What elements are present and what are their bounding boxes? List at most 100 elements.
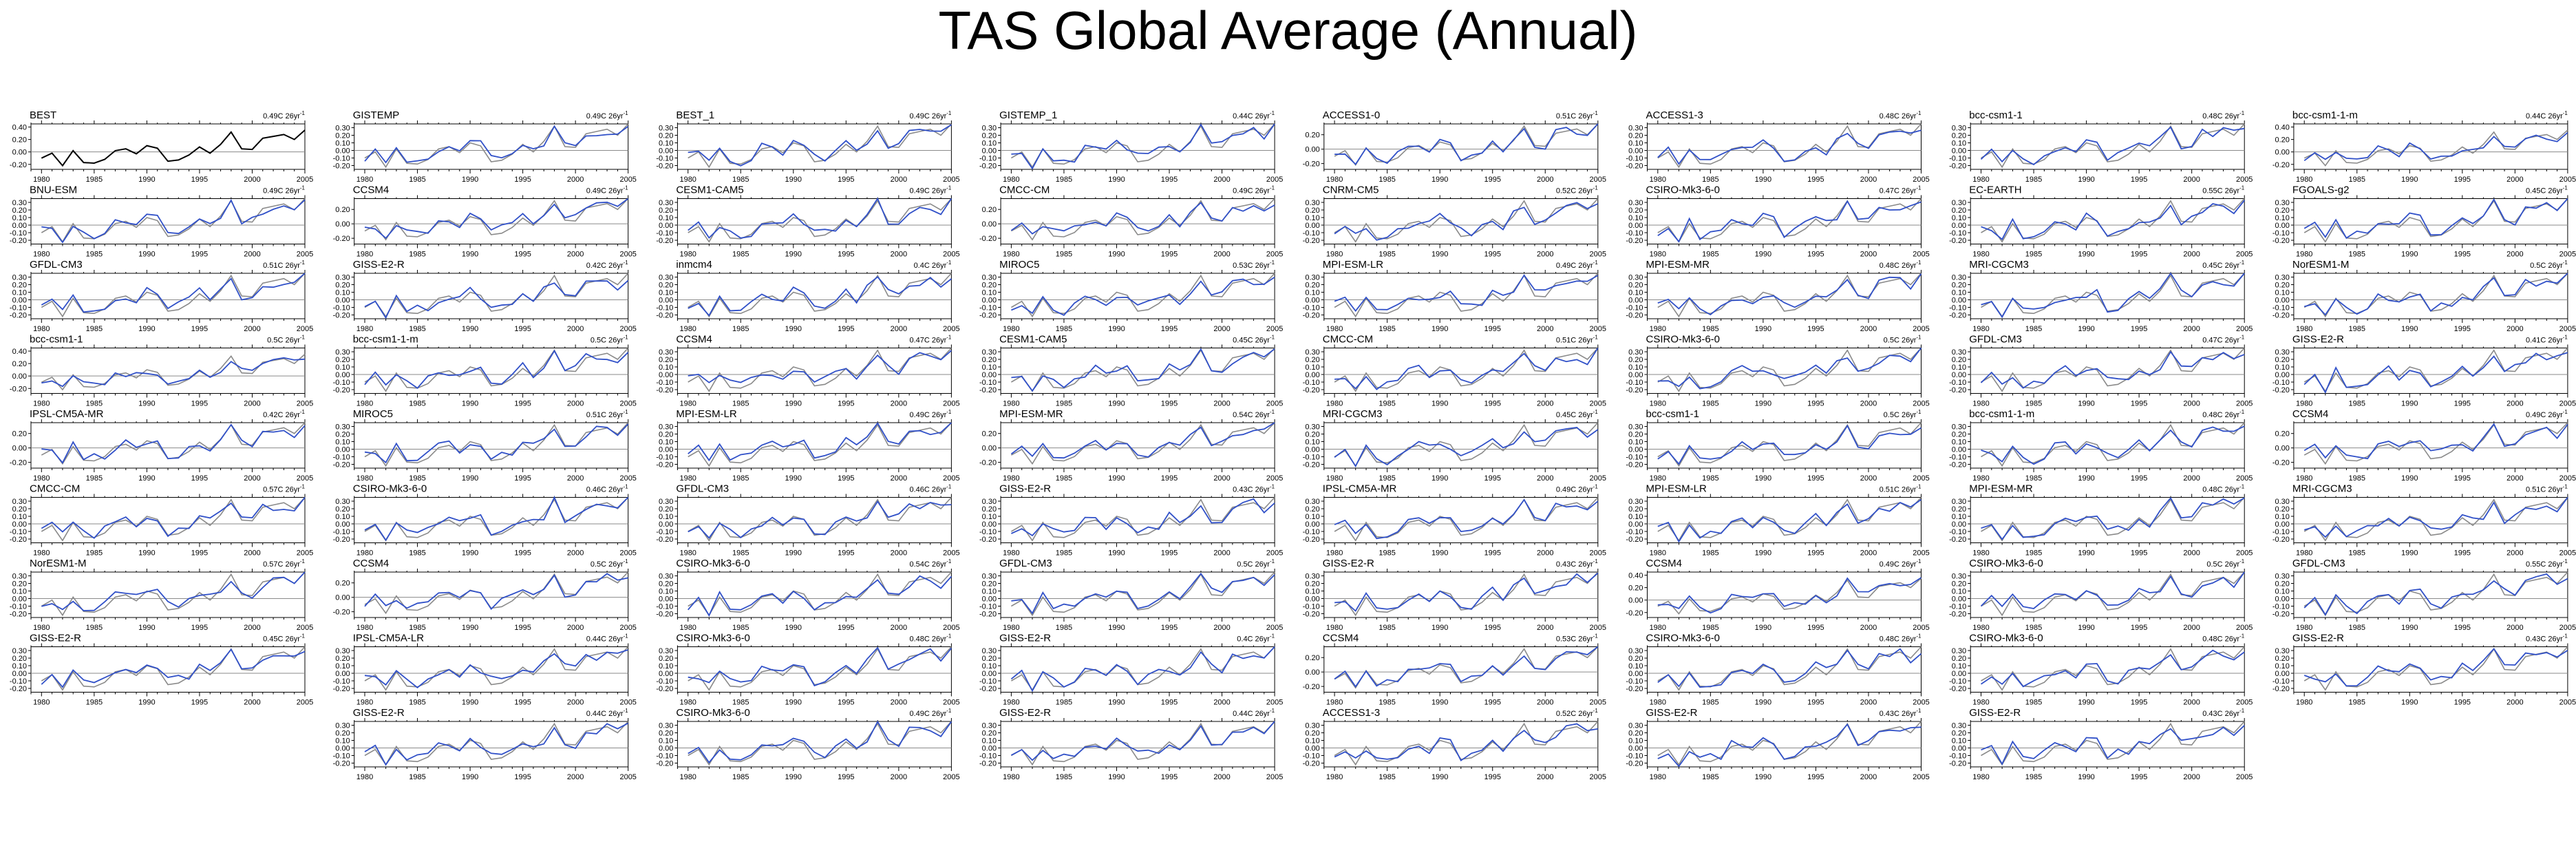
model-line [41,198,306,244]
y-tick-label: 0.30 [1628,274,1643,282]
x-tick-label: 1990 [462,400,478,408]
panel: bcc-csm1-1-m 0.44C 26yr-1 0.40 0.20 0.00 -0.2… [2272,109,2576,184]
panel: NorESM1-M 0.5C 26yr-1 0.300.200.100.00-0.1… [2272,259,2576,333]
model-line [1010,422,1275,459]
x-tick-label: 1995 [1807,251,1824,259]
x-tick-label: 1990 [2078,474,2094,483]
plot-frame [1000,198,1275,244]
y-tick-label: -0.10 [656,528,673,536]
panel-title: GISS-E2-R [999,483,1051,495]
model-line [1657,648,1922,688]
y-tick-label: -0.20 [333,386,350,394]
reference-line [41,571,306,617]
panel-title: GFDL-CM3 [676,483,729,495]
panel: CSIRO-Mk3-6-0 0.5C 26yr-1 0.300.200.100.00… [1949,558,2253,632]
x-tick-label: 2000 [1213,325,1230,333]
y-tick-label: 0.00 [12,520,27,529]
trend-superscript: -1 [300,409,306,415]
panel-title: IPSL-CM5A-MR [1323,483,1397,495]
x-tick-label: 1995 [2454,624,2471,632]
model-line [688,124,952,167]
y-tick-label: -0.20 [979,459,997,467]
y-tick-label: 0.30 [659,274,673,282]
trend-superscript: -1 [2563,335,2568,341]
panel-title: CSIRO-Mk3-6-0 [1646,184,1721,196]
x-tick-label: 1995 [191,474,208,483]
panel: GISS-E2-R 0.4C 26yr-1 0.300.200.100.00-0.1… [979,633,1283,707]
x-tick-label: 1995 [1161,699,1178,707]
y-tick-label: 0.10 [2275,363,2289,372]
y-tick-label: 0.00 [12,149,27,157]
y-tick-label: 0.20 [1305,282,1319,290]
y-tick-label: 0.30 [1952,423,1966,432]
reference-line [364,422,629,467]
reference-line [364,347,629,392]
x-tick-label: 1995 [2454,400,2471,408]
y-tick-label: 0.00 [1952,670,1966,678]
y-tick-label: 0.00 [1305,222,1319,230]
x-tick-label: 1995 [2454,549,2471,558]
y-tick-label: 0.20 [335,206,350,214]
x-tick-label: 2000 [567,176,584,184]
panel-title: IPSL-CM5A-MR [30,408,104,420]
trend-superscript: -1 [1916,558,1922,564]
y-tick-label: -0.20 [2272,161,2290,169]
x-tick-label: 1995 [2454,474,2471,483]
x-tick-label: 1990 [138,176,155,184]
y-tick-label: 0.20 [335,431,350,439]
x-tick-label: 1980 [1326,549,1343,558]
model-line [364,649,628,688]
y-tick-label: -0.10 [10,528,27,536]
y-tick-label: 0.20 [1952,431,1966,439]
trend-superscript: -1 [1916,484,1922,490]
x-tick-label: 1990 [1755,699,1771,707]
plot-frame [30,348,306,394]
x-tick-label: 1995 [1484,325,1500,333]
panel-trend: 0.54C 26yr-1 [909,558,951,569]
x-tick-label: 1995 [1484,549,1500,558]
panel-trend: 0.48C 26yr-1 [1880,110,1922,120]
y-tick-label: 0.00 [2275,371,2289,379]
y-tick-label: -0.20 [656,162,673,171]
y-tick-label: 0.00 [1628,297,1643,305]
y-tick-label: -0.20 [1303,461,1320,469]
model-line [2303,496,2568,538]
x-tick-label: 1980 [1003,474,1019,483]
y-tick-label: 0.30 [12,274,27,282]
x-tick-label: 2005 [943,176,959,184]
panel-title: CSIRO-Mk3-6-0 [1969,633,2043,644]
x-tick-label: 1985 [2349,549,2365,558]
y-tick-label: 0.20 [982,430,997,439]
model-line [364,423,629,464]
y-tick-label: 0.10 [982,363,997,372]
x-tick-label: 1980 [2296,325,2312,333]
x-tick-label: 2000 [1537,251,1553,259]
y-tick-label: -0.20 [1949,461,1966,469]
model-line [688,276,952,317]
panel-title: bcc-csm1-1-m [2292,109,2358,121]
panel-title: EC-EARTH [1969,184,2021,196]
y-tick-label: -0.10 [2272,677,2290,686]
y-tick-label: -0.20 [1626,685,1643,693]
x-tick-label: 1995 [191,400,208,408]
y-tick-label: -0.20 [2272,459,2290,467]
plot-frame [1647,123,1922,170]
plot-frame [1970,497,2245,543]
x-tick-label: 1985 [1379,325,1395,333]
panel-title: NorESM1-M [2292,259,2350,271]
x-tick-label: 1990 [138,325,155,333]
x-tick-label: 2000 [1537,699,1553,707]
x-tick-label: 2000 [244,549,260,558]
y-tick-label: 0.00 [1305,520,1319,529]
x-tick-label: 1995 [1161,400,1178,408]
y-tick-label: -0.20 [1626,536,1643,544]
x-tick-label: 1995 [838,699,854,707]
trend-superscript: -1 [2563,484,2568,490]
x-tick-label: 2000 [2506,176,2523,184]
x-tick-label: 2005 [2559,400,2576,408]
y-tick-label: 0.00 [659,371,673,379]
plot-frame [1323,273,1599,319]
trend-superscript: -1 [2239,335,2245,341]
y-tick-label: 0.30 [982,573,997,581]
y-tick-label: -0.20 [2272,685,2290,693]
